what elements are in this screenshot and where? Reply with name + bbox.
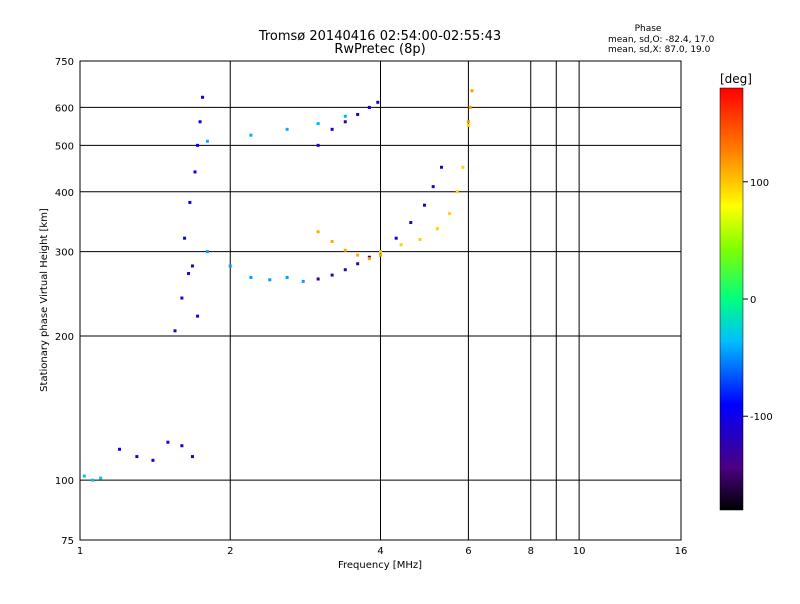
x-tick-label: 16	[675, 546, 688, 557]
data-point	[249, 275, 253, 279]
data-point	[190, 264, 194, 268]
data-point	[196, 314, 200, 318]
y-ticks: 75 100 200 300 400 500 600 750	[55, 57, 74, 547]
y-tick-label: 75	[61, 536, 74, 547]
data-point	[118, 447, 122, 451]
data-point	[193, 170, 197, 174]
chart-title: Tromsø 20140416 02:54:00-02:55:43	[258, 29, 501, 44]
data-point	[356, 262, 360, 266]
data-point	[466, 120, 470, 124]
data-point	[470, 89, 474, 93]
data-point	[448, 212, 452, 216]
x-tick-label: 2	[227, 546, 233, 557]
data-point	[285, 127, 289, 131]
y-tick-label: 600	[55, 103, 74, 114]
y-tick-label: 200	[55, 332, 74, 343]
data-point	[422, 203, 426, 207]
data-point	[187, 272, 191, 276]
data-point	[196, 143, 200, 147]
data-point	[301, 279, 305, 283]
phase-title: Phase	[635, 24, 662, 34]
x-ticks: 1 2 4 6 8 10 16	[77, 546, 688, 557]
y-tick-label: 400	[55, 188, 74, 199]
data-point	[356, 253, 360, 257]
data-point	[466, 124, 470, 128]
y-tick-label: 500	[55, 141, 74, 152]
data-point	[99, 476, 103, 480]
data-point	[190, 455, 194, 459]
data-point	[379, 253, 382, 257]
data-point	[249, 133, 253, 137]
data-point	[316, 230, 320, 234]
y-axis-label: Stationary phase Virtual Height [km]	[39, 208, 50, 392]
data-point	[180, 296, 184, 300]
x-tick-label: 10	[573, 546, 586, 557]
data-point	[330, 127, 334, 131]
data-point	[394, 236, 398, 240]
data-point	[440, 165, 444, 169]
data-point	[367, 257, 371, 261]
data-point	[316, 277, 320, 281]
data-point	[205, 139, 209, 143]
data-point	[367, 105, 371, 109]
data-point	[468, 105, 472, 109]
data-point	[268, 278, 272, 282]
data-point	[188, 200, 192, 204]
chart-subtitle: RwPretec (8p)	[334, 42, 425, 57]
data-point	[435, 227, 439, 231]
x-axis-label: Frequency [MHz]	[338, 560, 422, 571]
y-tick-label: 100	[55, 476, 74, 487]
data-point	[180, 444, 184, 448]
x-tick-label: 4	[377, 546, 383, 557]
colorbar-tick-label: 100	[750, 178, 769, 189]
data-point	[91, 478, 95, 482]
data-point	[151, 458, 155, 462]
data-point	[166, 440, 170, 444]
data-point	[316, 122, 320, 126]
data-point	[316, 143, 320, 147]
data-point	[183, 236, 187, 240]
data-point	[135, 455, 139, 459]
data-point	[399, 243, 403, 247]
phase-x-stats: mean, sd,X: 87.0, 19.0	[608, 45, 711, 55]
data-point	[228, 264, 232, 268]
data-point	[343, 120, 347, 124]
gridlines	[80, 61, 681, 540]
phase-o-stats: mean, sd,O: -82.4, 17.0	[608, 35, 715, 45]
y-tick-label: 300	[55, 248, 74, 259]
data-point	[343, 268, 347, 272]
data-point	[330, 239, 334, 243]
data-point	[205, 250, 209, 254]
data-point	[82, 474, 86, 478]
colorbar-tick-label: 0	[750, 295, 756, 306]
colorbar	[719, 87, 744, 511]
data-point	[356, 112, 360, 116]
data-point	[461, 165, 465, 169]
data-point	[201, 95, 205, 99]
data-point	[343, 248, 347, 252]
data-point	[198, 120, 202, 124]
data-point	[418, 237, 422, 241]
data-point	[455, 190, 459, 194]
data-point	[343, 114, 347, 118]
data-point	[330, 273, 334, 277]
x-tick-label: 1	[77, 546, 83, 557]
x-tick-label: 6	[465, 546, 471, 557]
data-point	[431, 185, 435, 189]
x-tick-label: 8	[528, 546, 534, 557]
colorbar-ticks: 100 0 -100	[743, 178, 773, 423]
data-point	[376, 100, 380, 104]
data-point	[379, 250, 382, 254]
colorbar-label: [deg]	[720, 72, 752, 86]
colorbar-tick-label: -100	[750, 412, 773, 423]
data-point	[173, 329, 177, 333]
y-tick-label: 750	[55, 57, 74, 68]
data-points	[82, 89, 474, 482]
data-point	[409, 221, 413, 225]
data-point	[285, 275, 289, 279]
